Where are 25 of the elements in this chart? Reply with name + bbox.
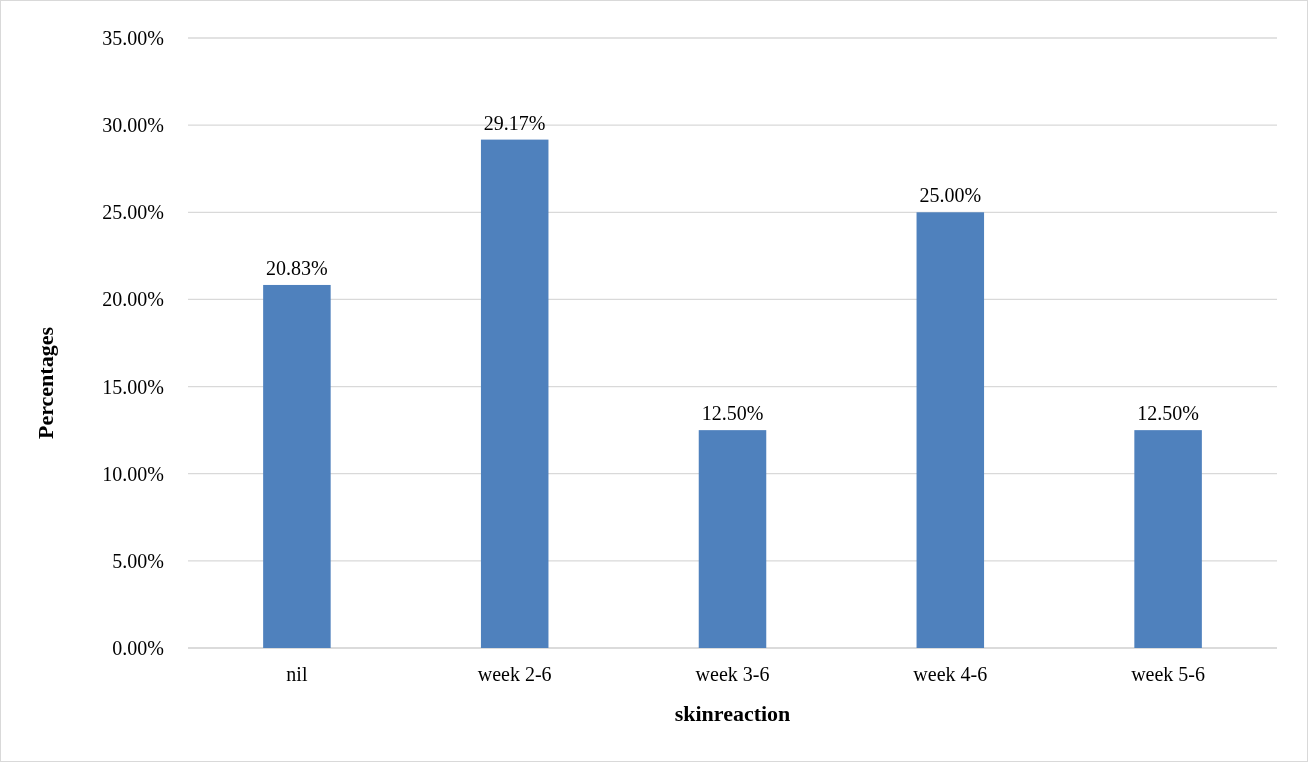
x-tick-label: week 5-6 xyxy=(1131,663,1206,685)
y-tick-label: 15.00% xyxy=(102,375,164,398)
bar xyxy=(1134,430,1202,648)
bar xyxy=(480,139,549,648)
y-axis-title: Percentages xyxy=(33,326,58,439)
data-label: 12.50% xyxy=(1137,402,1199,425)
x-tick-label: week 3-6 xyxy=(695,663,770,685)
data-label: 25.00% xyxy=(919,184,982,207)
x-tick-label: nil xyxy=(286,663,308,685)
x-tick-label: week 2-6 xyxy=(477,663,552,685)
data-label: 29.17% xyxy=(483,111,546,134)
y-tick-label: 25.00% xyxy=(102,201,164,224)
x-tick-label: week 4-6 xyxy=(913,663,988,685)
y-tick-label: 35.00% xyxy=(102,27,164,49)
x-axis-title: skinreaction xyxy=(674,701,791,726)
bar xyxy=(916,212,985,648)
y-tick-label: 5.00% xyxy=(112,549,164,572)
bar xyxy=(263,284,331,648)
data-label: 12.50% xyxy=(701,402,764,425)
y-tick-label: 30.00% xyxy=(102,114,164,137)
y-tick-label: 0.00% xyxy=(112,637,164,659)
y-tick-label: 10.00% xyxy=(102,462,164,485)
bar xyxy=(698,430,767,648)
y-tick-label: 20.00% xyxy=(102,288,164,311)
data-label: 20.83% xyxy=(266,256,328,279)
